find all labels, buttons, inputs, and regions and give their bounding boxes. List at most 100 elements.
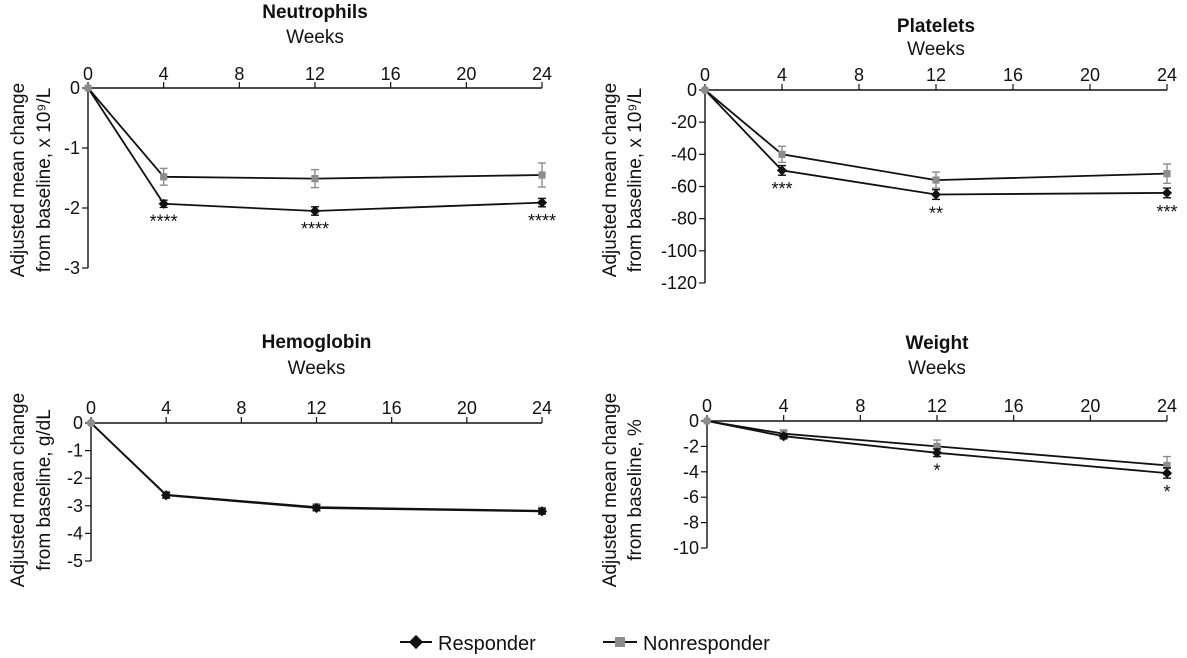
data-point-baseline [701, 86, 709, 94]
x-tick-label: 4 [779, 396, 789, 416]
x-tick-label: 20 [457, 398, 477, 418]
data-point-nonresponder [1163, 461, 1171, 470]
y-axis-label-line: from baseline, % [625, 419, 646, 561]
series-nonresponder [84, 84, 546, 189]
data-point-responder [161, 490, 172, 501]
y-tick-label: -1 [64, 138, 80, 158]
legend-nonresponder-marker [615, 637, 625, 647]
series-line-responder [87, 87, 543, 212]
data-point-responder [311, 502, 322, 514]
data-point-nonresponder [932, 176, 940, 184]
y-tick-label: -6 [683, 487, 699, 507]
x-tick-label: 12 [927, 396, 947, 416]
y-tick-label: -4 [683, 462, 699, 482]
significance-label: ** [929, 203, 943, 223]
y-tick-label: 0 [73, 413, 83, 433]
x-tick-label: 4 [159, 64, 169, 84]
data-point-baseline [84, 84, 92, 92]
y-tick-label: -1 [67, 441, 83, 461]
x-tick-label: 8 [234, 64, 244, 84]
y-tick-label: -8 [683, 513, 699, 533]
y-tick-label: -10 [673, 538, 699, 558]
y-axis-label-line: from baseline, x 10⁹/L [625, 88, 646, 273]
significance-label: **** [301, 219, 329, 239]
series-nonresponder [87, 419, 546, 515]
y-axis-label-line: Adjusted mean change [600, 83, 621, 277]
x-tick-label: 4 [777, 65, 787, 85]
x-tick-label: 24 [1157, 65, 1177, 85]
x-tick-label: 0 [700, 65, 710, 85]
y-tick-label: -3 [64, 258, 80, 278]
x-tick-label: 0 [86, 398, 96, 418]
y-tick-label: 0 [70, 78, 80, 98]
data-point-nonresponder [778, 150, 786, 158]
data-point-responder [1161, 467, 1173, 479]
series-nonresponder [701, 86, 1171, 189]
y-axis-label-line: Adjusted mean change [600, 393, 621, 587]
data-point-responder [158, 198, 169, 209]
legend-nonresponder-label: Nonresponder [643, 633, 770, 655]
significance-label: * [1163, 482, 1170, 502]
y-tick-label: -20 [671, 112, 697, 132]
series-line-responder [706, 420, 1168, 474]
legend-responder-marker [408, 634, 424, 650]
y-tick-label: -4 [67, 523, 83, 543]
chart-title: Hemoglobin [262, 332, 372, 353]
x-tick-label: 20 [1080, 65, 1100, 85]
x-tick-label: 24 [532, 398, 552, 418]
y-tick-label: -120 [661, 273, 697, 293]
x-tick-label: 16 [1004, 396, 1024, 416]
y-axis-label-line: Adjusted mean change [8, 393, 29, 587]
x-tick-label: 12 [306, 398, 326, 418]
y-tick-label: -2 [67, 468, 83, 488]
series-responder [87, 419, 548, 517]
significance-label: **** [528, 211, 556, 231]
data-point-responder [930, 189, 942, 200]
x-tick-label: 24 [1157, 396, 1177, 416]
x-axis-label: Weeks [288, 358, 346, 379]
series-line-responder [90, 422, 543, 513]
x-tick-label: 8 [854, 65, 864, 85]
x-tick-label: 0 [83, 64, 93, 84]
chart-title: Neutrophils [262, 2, 368, 23]
chart-panels: Neutrophils Weeks 0 4 8 12 16 20 24 0 -1 -2 -3 Adjust… [8, 2, 1178, 587]
data-point-nonresponder [160, 173, 168, 181]
y-tick-label: 0 [689, 411, 699, 431]
significance-label: **** [150, 211, 178, 231]
series-line-nonresponder [90, 422, 543, 512]
x-tick-label: 16 [381, 64, 401, 84]
x-tick-label: 24 [532, 64, 552, 84]
chart-panel-neutrophils: Neutrophils Weeks 0 4 8 12 16 20 24 0 -1 -2 -3 Adjust… [8, 2, 556, 278]
data-point-nonresponder [311, 175, 319, 183]
data-point-nonresponder [933, 442, 941, 450]
data-point-nonresponder [1163, 170, 1171, 178]
y-tick-label: 0 [687, 80, 697, 100]
chart-title: Weight [906, 333, 970, 354]
y-tick-label: -5 [67, 551, 83, 571]
series-line-nonresponder [704, 89, 1168, 182]
data-point-baseline [703, 417, 711, 425]
x-tick-label: 8 [855, 396, 865, 416]
x-tick-label: 12 [305, 64, 325, 84]
y-tick-label: -2 [64, 198, 80, 218]
legend-item-nonresponder: Nonresponder [603, 633, 770, 655]
legend-responder-label: Responder [438, 633, 536, 655]
y-tick-label: -40 [671, 144, 697, 164]
chart-panel-hemoglobin: Hemoglobin Weeks 0 4 8 12 16 20 24 0 -1 -2 -3 -4 -5 Adj… [8, 332, 552, 587]
y-tick-label: -100 [661, 241, 697, 261]
data-point-nonresponder [538, 171, 546, 179]
data-point-responder [778, 431, 789, 442]
y-axis-label-line: from baseline, x 10⁹/L [34, 88, 55, 273]
significance-label: * [933, 461, 940, 481]
series-line-nonresponder [706, 420, 1168, 467]
x-axis-label: Weeks [908, 358, 966, 379]
legend-item-responder: Responder [400, 633, 536, 655]
x-axis-label: Weeks [286, 27, 344, 48]
y-axis-label-line: Adjusted mean change [8, 83, 29, 277]
significance-label: *** [771, 179, 792, 199]
x-axis-label: Weeks [907, 39, 965, 60]
x-tick-label: 20 [1080, 396, 1100, 416]
y-tick-label: -3 [67, 496, 83, 516]
